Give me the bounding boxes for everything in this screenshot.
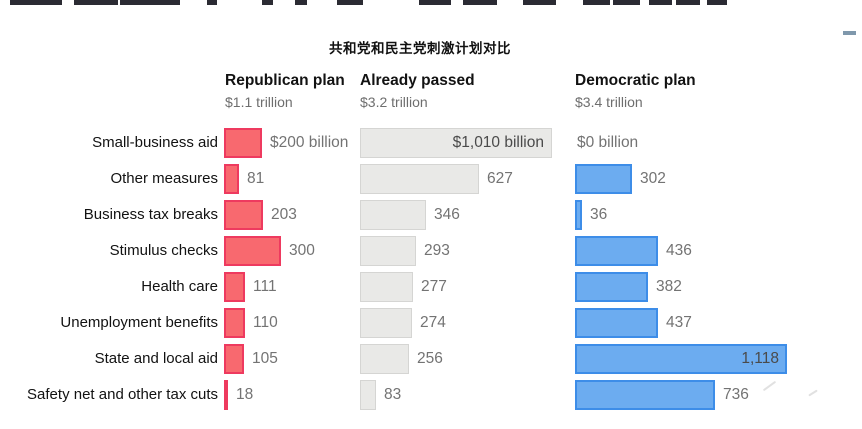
bar-democratic — [575, 236, 658, 266]
cropped-text-fragment — [463, 0, 497, 5]
bar-value-label: 382 — [656, 278, 682, 295]
bar-value-label: 627 — [487, 170, 513, 187]
cropped-text-fragment — [10, 0, 62, 5]
bar-republican — [224, 200, 263, 230]
bar-democratic — [575, 308, 658, 338]
bar-value-label: 274 — [420, 314, 446, 331]
bar-value-label: 105 — [252, 350, 278, 367]
bar-value-label: 436 — [666, 242, 692, 259]
chart-row: Unemployment benefits 110 274 437 — [0, 308, 862, 338]
bar-value-label: 293 — [424, 242, 450, 259]
chart-row: Health care 111 277 382 — [0, 272, 862, 302]
bar-republican — [224, 308, 245, 338]
bar-democratic — [575, 272, 648, 302]
bar-value-label: 111 — [253, 278, 277, 295]
column-header-republican: Republican plan $1.1 trillion — [225, 72, 345, 110]
bar-already-passed — [360, 344, 409, 374]
bar-value-label: 36 — [590, 206, 608, 223]
bar-value-label: $0 billion — [577, 134, 639, 151]
bar-democratic — [575, 200, 582, 230]
column-total: $3.2 trillion — [360, 94, 428, 110]
row-category-label: Business tax breaks — [83, 206, 218, 223]
column-label: Already passed — [360, 72, 475, 89]
column-label: Democratic plan — [575, 72, 696, 89]
bar-republican — [224, 380, 228, 410]
bar-value-label: 81 — [247, 170, 265, 187]
cropped-text-fragment — [676, 0, 700, 5]
cropped-text-fragment — [207, 0, 217, 5]
bar-value-label: 18 — [236, 386, 254, 403]
bar-value-label: 1,118 — [741, 350, 779, 367]
bar-value-label: 736 — [723, 386, 749, 403]
chart-row: Other measures 81 627 302 — [0, 164, 862, 194]
bar-value-label: $200 billion — [270, 134, 349, 151]
column-header-already-passed: Already passed $3.2 trillion — [360, 72, 475, 110]
cropped-text-fragment — [262, 0, 273, 5]
chart-row: Stimulus checks 300 293 436 — [0, 236, 862, 266]
column-label: Republican plan — [225, 72, 345, 89]
row-category-label: Stimulus checks — [109, 242, 218, 259]
cropped-text-fragment — [613, 0, 640, 5]
cropped-text-fragment — [707, 0, 727, 5]
bar-republican — [224, 164, 239, 194]
row-category-label: Health care — [141, 278, 218, 295]
cropped-text-fragment — [419, 0, 451, 5]
cropped-text-fragment — [120, 0, 180, 5]
bar-value-label: 302 — [640, 170, 666, 187]
cropped-scrollbar-dash — [843, 31, 856, 35]
column-total: $1.1 trillion — [225, 94, 293, 110]
bar-republican — [224, 344, 244, 374]
bar-republican — [224, 128, 262, 158]
bar-republican — [224, 272, 245, 302]
row-category-label: Other measures — [110, 170, 218, 187]
bar-democratic — [575, 380, 715, 410]
chart-row: Small-business aid $200 billion $1,010 bil… — [0, 128, 862, 158]
bar-republican — [224, 236, 281, 266]
bar-already-passed — [360, 200, 426, 230]
chart-row: State and local aid 105 256 1,118 — [0, 344, 862, 374]
column-total: $3.4 trillion — [575, 94, 643, 110]
bar-already-passed — [360, 164, 479, 194]
bar-already-passed — [360, 128, 552, 158]
row-category-label: Small-business aid — [92, 134, 218, 151]
cropped-text-fragment — [583, 0, 610, 5]
bar-value-label: 203 — [271, 206, 297, 223]
bar-value-label: 346 — [434, 206, 460, 223]
bar-value-label: 83 — [384, 386, 402, 403]
row-category-label: State and local aid — [94, 350, 218, 367]
bar-already-passed — [360, 380, 376, 410]
bar-value-label: 300 — [289, 242, 315, 259]
bar-value-label: $1,010 billion — [452, 134, 544, 151]
chart-row: Safety net and other tax cuts 18 83 736 — [0, 380, 862, 410]
bar-value-label: 277 — [421, 278, 447, 295]
bar-democratic — [575, 164, 632, 194]
bar-value-label: 256 — [417, 350, 443, 367]
cropped-text-fragment — [523, 0, 556, 5]
bar-already-passed — [360, 236, 416, 266]
bar-already-passed — [360, 272, 413, 302]
chart-row: Business tax breaks 203 346 36 — [0, 200, 862, 230]
bar-already-passed — [360, 308, 412, 338]
cropped-text-fragment — [295, 0, 307, 5]
cropped-text-fragment — [74, 0, 118, 5]
cropped-text-fragment — [337, 0, 363, 5]
row-category-label: Unemployment benefits — [60, 314, 218, 331]
chart-title: 共和党和民主党刺激计划对比 — [329, 41, 511, 56]
bar-democratic — [575, 344, 787, 374]
cropped-text-fragment — [649, 0, 672, 5]
row-category-label: Safety net and other tax cuts — [27, 386, 218, 403]
column-header-democratic: Democratic plan $3.4 trillion — [575, 72, 696, 110]
bar-value-label: 437 — [666, 314, 692, 331]
bar-value-label: 110 — [253, 314, 278, 331]
